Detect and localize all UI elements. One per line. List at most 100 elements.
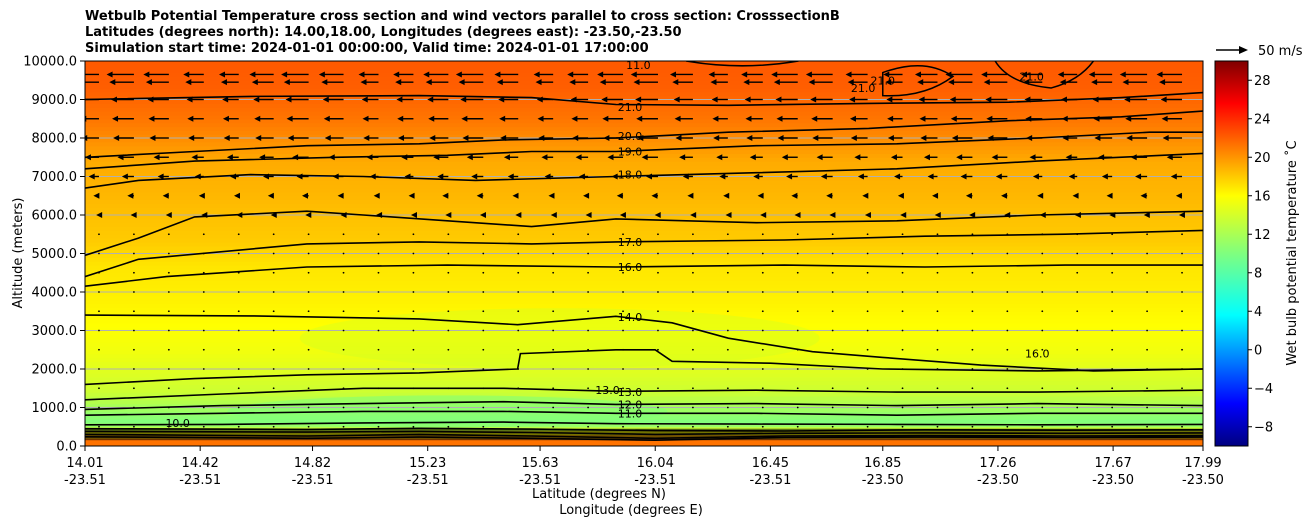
temperature-band [85,126,1203,131]
wind-vector-dot [796,271,799,274]
temperature-band [85,299,1203,305]
wind-vector-dot [98,368,100,370]
wind-vector-dot [936,425,939,428]
wind-vector-dot [936,233,939,236]
wind-vector-dot [447,233,450,236]
wind-vector-dot [377,252,380,255]
wind-vector-dot [98,406,100,409]
wind-vector-head [476,192,483,199]
wind-vector-dot [657,233,659,236]
wind-vector-dot [272,368,275,370]
wind-vector-head [886,96,893,103]
wind-vector-dot [237,233,240,236]
temperature-band [85,114,1203,120]
wind-vector-head [445,212,452,218]
wind-vector-head [503,154,510,161]
wind-vector-dot [936,368,939,370]
wind-vector-head [917,79,924,86]
colorbar-tick-label: 4 [1254,305,1262,320]
wind-vector-head [753,173,760,180]
wind-vector-head [630,71,637,78]
wind-vector-dot [1111,425,1114,428]
wind-vector-head [687,192,694,199]
temperature-band [85,211,1203,216]
wind-vector-head [187,115,194,122]
wind-vector-head [885,79,892,86]
wind-vector-head [890,154,897,161]
wind-vector-head [883,71,890,78]
temperature-band [85,99,1203,104]
wind-vector-dot [482,406,485,409]
wind-vector-dot [412,329,415,332]
wind-vector-head [716,154,723,161]
wind-vector-dot [692,329,694,332]
wind-vector-dot [272,252,275,255]
y-tick-label: 2000.0 [32,363,78,378]
contour-label: 18.0 [618,169,643,182]
wind-vector-dot [482,387,485,390]
wind-vector-dot [587,406,589,409]
wind-vector-head [601,96,608,103]
wind-vector-dot [377,310,380,313]
wind-vector-head [222,115,229,122]
wind-vector-head [850,135,857,141]
wind-vector-head [682,173,689,180]
wind-vector-dot [901,291,904,293]
temperature-band [85,153,1203,158]
wind-vector-dot [1181,252,1183,255]
contour-line [994,61,1095,89]
wind-vector-dot [1041,252,1044,255]
wind-vector-dot [307,271,310,274]
temperature-band [85,234,1203,239]
wind-vector-head [321,79,328,86]
wind-vector-dot [726,233,729,236]
temperature-band [85,149,1203,154]
wind-vectors [85,71,1185,428]
x-tick-label-lat: 16.45 [752,456,789,471]
wind-vector-head [337,192,344,199]
contour-label: 21.0 [1019,70,1044,83]
wind-vector-head [914,71,921,78]
wind-vector-head [429,135,436,141]
x-tick-label-lat: 17.99 [1184,456,1221,471]
wind-vector-head [494,71,501,78]
temperature-band [85,61,1203,66]
wind-vector-dot [1111,329,1114,332]
colorbar-tick-label: −4 [1254,382,1273,397]
wind-vector-dot [622,291,624,293]
wind-vector-dot [202,406,205,409]
wind-vector-head [932,192,939,199]
y-tick-label: 10000.0 [23,55,77,70]
wind-vector-dot [971,387,974,390]
wind-vector-head [820,173,827,180]
wind-vector-dot [726,387,729,390]
wind-vector-head [296,173,303,180]
wind-vector-dot [901,425,904,428]
wind-vector-head [585,212,592,218]
wind-vector-dot [272,329,275,332]
wind-vector-head [393,71,400,78]
wind-vector-head [635,96,642,103]
wind-vector-dot [272,406,275,409]
wind-vector-dot [622,329,624,332]
wind-vector-head [918,96,925,103]
wind-vector-head [847,79,854,86]
wind-vector-head [281,71,288,78]
wind-vector-head [969,212,976,218]
temperature-band [85,195,1203,201]
wind-vector-dot [726,348,729,351]
wind-vector-dot [971,310,974,313]
wind-vector-dot [237,425,240,428]
wind-vector-dot [377,329,380,332]
wind-vector-dot [167,425,170,428]
temperature-band [85,272,1203,278]
wind-vector-head [923,154,930,161]
temperature-band [85,288,1203,293]
wind-vector-head [1178,212,1185,218]
temperature-band [85,342,1203,347]
wind-vector-dot [692,271,694,274]
temperature-band [85,292,1203,297]
wind-vector-dot [517,310,520,313]
wind-vector-dot [202,368,205,370]
wind-vector-head [1021,71,1028,78]
